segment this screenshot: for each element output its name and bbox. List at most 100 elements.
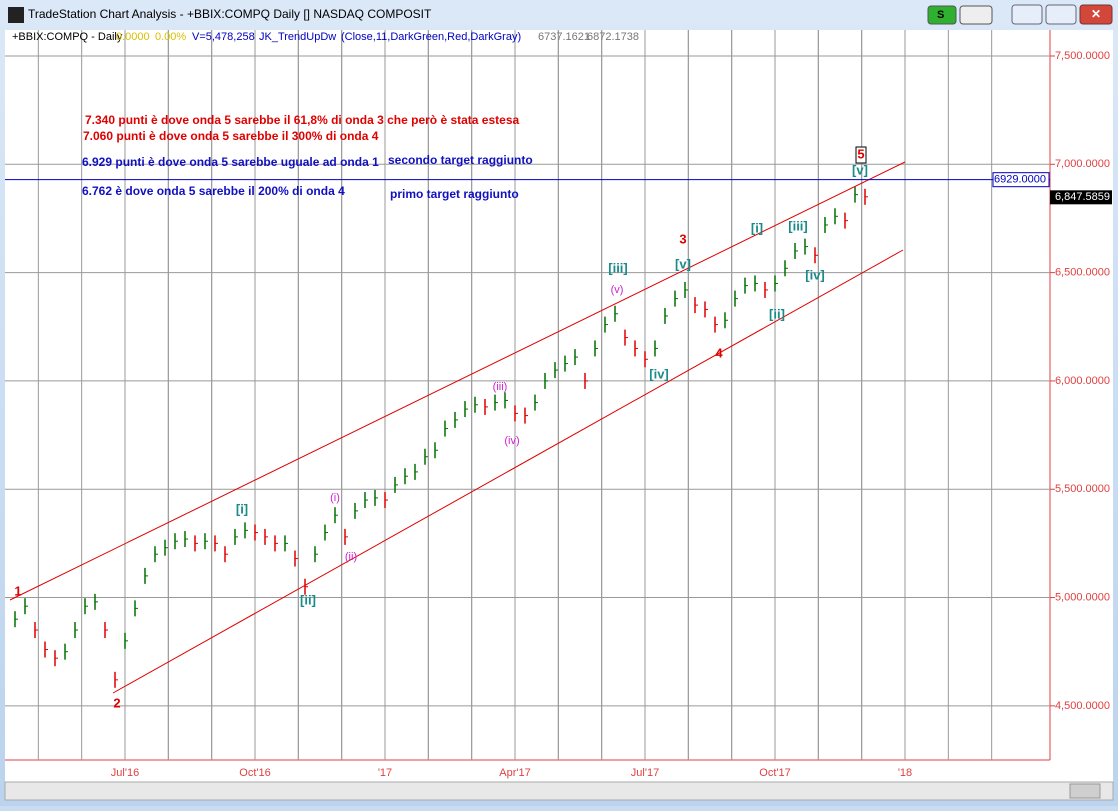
s-button[interactable] — [927, 5, 957, 25]
close-x: ✕ — [1091, 7, 1101, 21]
note: secondo target raggiunto — [388, 153, 533, 167]
scroll-thumb[interactable] — [1069, 783, 1101, 799]
price-bar — [374, 489, 378, 506]
price-bar — [104, 622, 108, 639]
wave-label: 5 — [857, 146, 864, 161]
minimize[interactable] — [1011, 4, 1043, 25]
scrollbar[interactable] — [4, 781, 1114, 801]
info-text: 6737.1621 — [538, 31, 590, 43]
wave-label: (i) — [330, 492, 340, 504]
price-bar — [84, 598, 88, 615]
wave-label: [i] — [236, 501, 248, 516]
wave-label: 2 — [113, 695, 120, 710]
price-bar — [814, 247, 818, 264]
price-bar — [844, 212, 848, 229]
x-tick-label: Oct'16 — [239, 767, 270, 779]
price-bar — [864, 188, 868, 205]
price-bar — [234, 528, 238, 545]
price-bar — [484, 398, 488, 415]
price-bar — [284, 535, 288, 552]
price-bar — [664, 307, 668, 324]
maximize[interactable] — [1045, 4, 1077, 25]
price-bar — [314, 546, 318, 563]
channel-upper — [9, 161, 906, 601]
price-bar — [834, 208, 838, 225]
price-bar — [14, 611, 18, 628]
price-bar — [614, 305, 618, 322]
info-text: 0.00% — [155, 31, 186, 43]
price-bar — [724, 312, 728, 329]
price-bar — [244, 522, 248, 539]
wave-label: (ii) — [345, 551, 357, 563]
info-text: V=5,478,258 — [192, 31, 255, 43]
wave-label: (v) — [611, 284, 624, 296]
price-bar — [194, 535, 198, 552]
info-text: (Close,11,DarkGreen,Red,DarkGray) — [341, 31, 521, 43]
x-tick-label: Apr'17 — [499, 767, 530, 779]
price-bar — [744, 277, 748, 294]
wave-label: (iii) — [493, 381, 508, 393]
window-title: TradeStation Chart Analysis - +BBIX:COMP… — [28, 7, 432, 21]
price-bar — [654, 340, 658, 357]
price-bar — [854, 186, 858, 203]
price-bar — [774, 275, 778, 292]
price-bar — [344, 528, 348, 545]
price-bar — [154, 546, 158, 563]
price-bar — [554, 362, 558, 379]
price-bar — [564, 355, 568, 372]
price-bar — [514, 405, 518, 422]
price-bar — [274, 535, 278, 552]
x-tick-label: Oct'17 — [759, 767, 790, 779]
price-bar — [254, 524, 258, 541]
price-bar — [624, 329, 628, 346]
price-bar — [504, 392, 508, 409]
last-price-box — [1050, 190, 1112, 205]
close[interactable] — [1079, 4, 1113, 25]
plot-area — [5, 30, 1050, 760]
price-bar — [794, 242, 798, 259]
x-tick-label: Jul'16 — [111, 767, 139, 779]
price-bar — [184, 531, 188, 548]
price-bar — [754, 275, 758, 292]
price-bar — [474, 396, 478, 413]
price-bar — [324, 524, 328, 541]
info-text: 0.0000 — [116, 31, 150, 43]
price-bar — [434, 442, 438, 459]
app-icon — [8, 7, 24, 23]
y-tick-label: 5,500.0000 — [1055, 483, 1110, 495]
price-bar — [304, 578, 308, 595]
time-axis — [5, 760, 1113, 782]
wave-label: [i] — [751, 220, 763, 235]
note: 7.340 punti è dove onda 5 sarebbe il 61,… — [85, 113, 519, 127]
note: 6.929 punti è dove onda 5 sarebbe uguale… — [82, 155, 379, 169]
price-bar — [804, 238, 808, 255]
x-tick-label: '18 — [898, 767, 912, 779]
y-tick-label: 6,500.0000 — [1055, 267, 1110, 279]
price-bar — [644, 351, 648, 368]
price-bar — [454, 411, 458, 428]
x-tick-label: '17 — [378, 767, 392, 779]
s-button-label: S — [937, 9, 944, 21]
y-tick-label: 6,000.0000 — [1055, 375, 1110, 387]
price-bar — [204, 533, 208, 550]
price-bar — [704, 301, 708, 318]
price-bar — [684, 281, 688, 298]
price-bar — [334, 507, 338, 524]
price-bar — [604, 316, 608, 333]
wave-label: [v] — [675, 256, 691, 271]
price-bar — [414, 463, 418, 480]
info-text: 6872.1738 — [587, 31, 639, 43]
price-bar — [354, 502, 358, 519]
price-bar — [124, 632, 128, 649]
menu-button[interactable] — [959, 5, 993, 25]
price-bar — [824, 216, 828, 233]
last-price-label: 6,847.5859 — [1055, 191, 1110, 203]
wave-label: 4 — [715, 345, 723, 360]
price-bar — [674, 290, 678, 307]
price-bar — [94, 593, 98, 610]
price-bar — [634, 340, 638, 357]
price-bar — [394, 476, 398, 493]
y-tick-label: 4,500.0000 — [1055, 700, 1110, 712]
wave-label: [ii] — [300, 592, 316, 607]
